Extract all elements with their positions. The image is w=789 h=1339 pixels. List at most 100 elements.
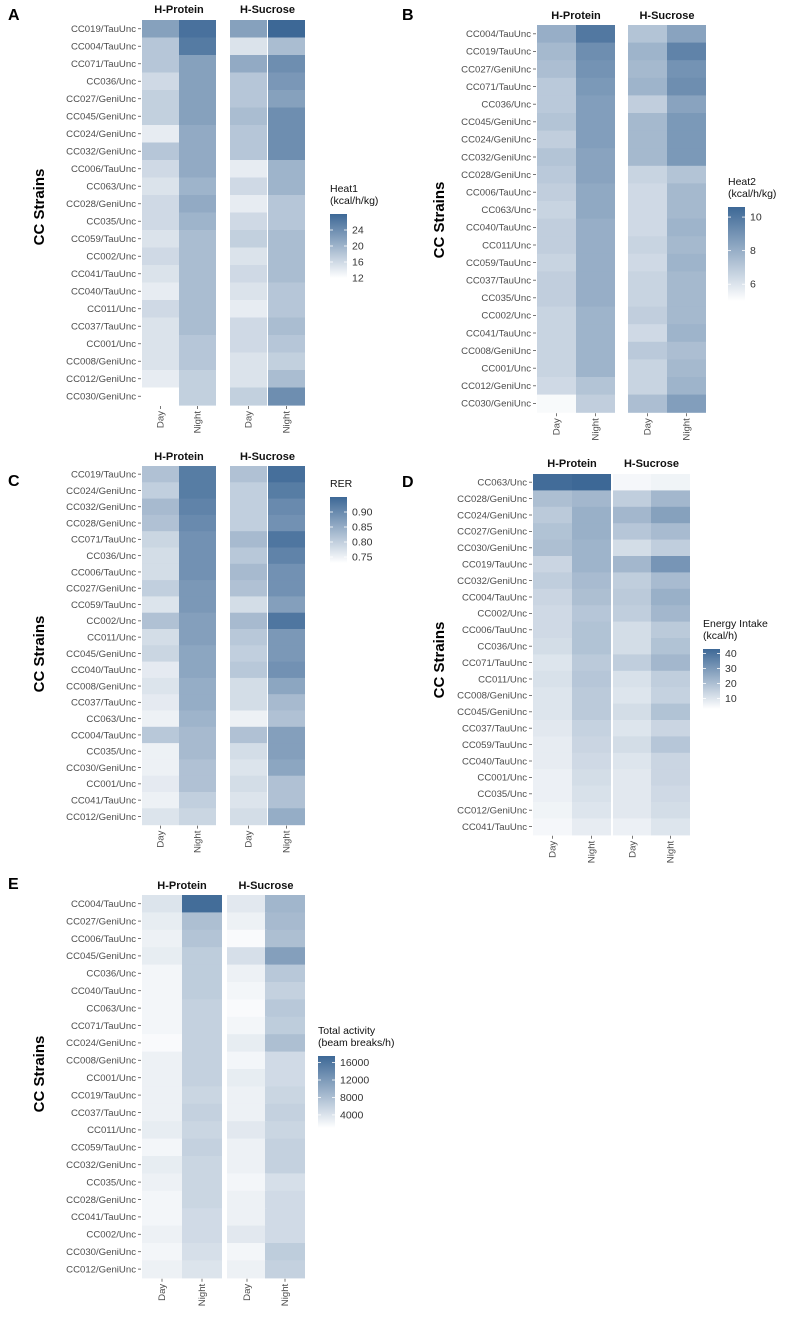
- heat-cell: [651, 752, 690, 770]
- heat-cell: [576, 183, 615, 202]
- heat-cell: [537, 183, 576, 202]
- heat-cell: [179, 335, 216, 354]
- heat-cell: [268, 645, 305, 663]
- row-label: CC011/Unc: [482, 240, 531, 251]
- heat-cell: [230, 694, 267, 712]
- heat-cell: [667, 130, 706, 149]
- heat-cell: [628, 42, 667, 61]
- facet-title: H-Protein: [547, 458, 597, 470]
- heat-cell: [142, 947, 182, 966]
- legend-tick-label: 16000: [340, 1057, 369, 1069]
- row-label: CC012/GeniUnc: [461, 381, 531, 392]
- heat-cell: [227, 1156, 267, 1174]
- row-label: CC041/TauUnc: [71, 795, 136, 806]
- heat-cell: [537, 324, 576, 343]
- row-label: CC071/TauUnc: [71, 1021, 136, 1032]
- heat-cell: [265, 982, 305, 1000]
- heat-cell: [537, 130, 576, 149]
- heat-cell: [230, 743, 267, 760]
- heat-cell: [613, 506, 652, 524]
- heat-cell: [533, 703, 572, 721]
- heat-cell: [142, 212, 179, 231]
- legend-colorbar: [728, 207, 745, 301]
- heat-cell: [142, 317, 179, 336]
- heat-cell: [182, 1051, 222, 1070]
- row-label: CC006/TauUnc: [466, 188, 531, 199]
- legend-tick-label: 12000: [340, 1075, 369, 1087]
- heat-cell: [537, 25, 576, 44]
- heat-cell: [142, 645, 179, 663]
- heat-cell: [230, 195, 267, 214]
- column-label: Night: [282, 830, 293, 853]
- heat-cell: [572, 818, 611, 836]
- row-label: CC002/Unc: [481, 311, 531, 322]
- legend-title: Energy Intake: [703, 618, 768, 630]
- heat-cell: [576, 359, 615, 378]
- row-label: CC011/Unc: [87, 632, 136, 643]
- legend-title: (kcal/h/kg): [728, 188, 776, 200]
- heat-cell: [142, 335, 179, 354]
- row-label: CC032/GeniUnc: [461, 152, 531, 163]
- heat-cell: [265, 1051, 305, 1070]
- row-label: CC006/TauUnc: [71, 567, 136, 578]
- heat-cell: [667, 253, 706, 272]
- row-label: CC002/Unc: [86, 616, 136, 627]
- heat-cell: [265, 1086, 305, 1105]
- heat-cell: [268, 247, 305, 266]
- heat-cell: [628, 289, 667, 308]
- row-label: CC011/Unc: [87, 304, 136, 315]
- heat-cell: [182, 982, 222, 1000]
- heat-cell: [576, 42, 615, 61]
- heat-cell: [613, 802, 652, 819]
- heat-cell: [613, 769, 652, 787]
- heat-cell: [667, 77, 706, 96]
- heat-cell: [179, 482, 216, 500]
- heat-cell: [230, 72, 267, 91]
- heat-cell: [265, 999, 305, 1018]
- heat-cell: [230, 177, 267, 196]
- heat-cell: [268, 55, 305, 74]
- heat-cell: [576, 236, 615, 255]
- heat-cell: [613, 572, 652, 590]
- heat-cell: [227, 947, 267, 966]
- heat-cell: [268, 230, 305, 249]
- heat-cell: [572, 523, 611, 541]
- row-label: CC019/TauUnc: [71, 1090, 136, 1101]
- row-label: CC024/GeniUnc: [461, 135, 531, 146]
- legend-title: (kcal/h/kg): [330, 195, 378, 207]
- heat-cell: [230, 230, 267, 249]
- heat-cell: [142, 1086, 182, 1105]
- heat-cell: [576, 201, 615, 220]
- row-label: CC045/GeniUnc: [66, 951, 136, 962]
- column-label: Night: [682, 418, 693, 441]
- heat-cell: [265, 1225, 305, 1244]
- heat-cell: [142, 1156, 182, 1174]
- heat-cell: [533, 556, 572, 573]
- heat-cell: [142, 387, 179, 406]
- row-label: CC002/Unc: [86, 252, 136, 263]
- row-label: CC027/GeniUnc: [457, 527, 527, 538]
- row-label: CC004/TauUnc: [71, 899, 136, 910]
- heat-cell: [268, 661, 305, 679]
- column-label: Night: [587, 840, 598, 863]
- heat-cell: [572, 556, 611, 573]
- column-label: Day: [244, 830, 255, 847]
- row-label: CC027/GeniUnc: [461, 64, 531, 75]
- heat-cell: [667, 289, 706, 308]
- row-label: CC036/Unc: [86, 551, 136, 562]
- heat-cell: [227, 1243, 267, 1261]
- heat-cell: [651, 736, 690, 754]
- heat-cell: [268, 563, 305, 581]
- heat-cell: [142, 107, 179, 126]
- heat-cell: [537, 377, 576, 396]
- heat-cell: [628, 341, 667, 360]
- heat-cell: [142, 547, 179, 565]
- row-label: CC071/TauUnc: [462, 658, 527, 669]
- heat-cell: [142, 710, 179, 728]
- heat-cell: [667, 60, 706, 79]
- heat-cell: [268, 317, 305, 336]
- heat-cell: [179, 20, 216, 39]
- heat-cell: [179, 72, 216, 91]
- heat-cell: [230, 107, 267, 126]
- legend-tick-label: 24: [352, 225, 364, 237]
